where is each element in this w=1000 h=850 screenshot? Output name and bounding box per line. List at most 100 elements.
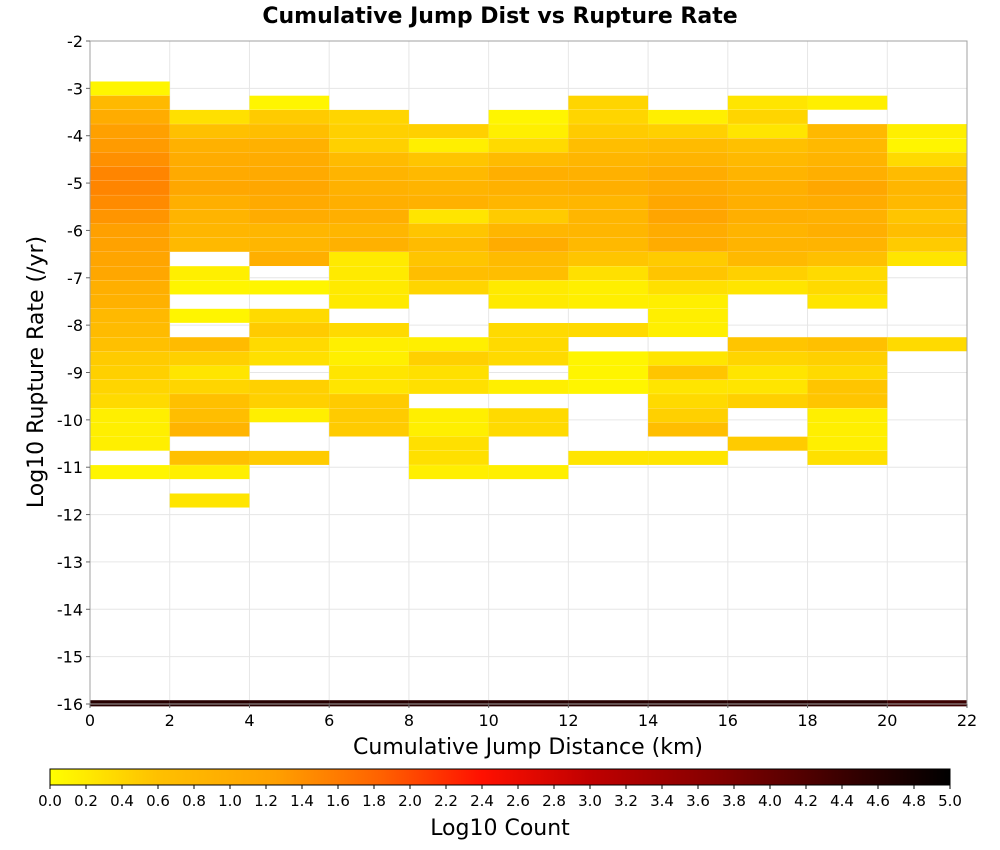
heatmap-cell — [169, 109, 250, 124]
heatmap-cell — [727, 251, 808, 267]
heatmap-cell — [169, 138, 250, 153]
y-tick-label: -10 — [57, 411, 83, 430]
heatmap-cell — [329, 195, 409, 210]
heatmap-cell — [727, 700, 808, 707]
heatmap-cell — [648, 138, 728, 153]
heatmap-cell — [249, 124, 330, 139]
heatmap-cells — [90, 81, 967, 707]
heatmap-cell — [488, 124, 569, 139]
heatmap-cell — [90, 408, 170, 423]
heatmap-cell — [329, 351, 409, 366]
heatmap-cell — [648, 351, 728, 366]
colorbar-tick-label: 1.2 — [254, 792, 278, 810]
heatmap-cell — [488, 266, 569, 281]
heatmap-cell — [329, 109, 409, 124]
heatmap-cell — [727, 152, 808, 167]
heatmap-cell — [648, 394, 728, 409]
heatmap-cell — [408, 351, 489, 366]
heatmap-cell — [249, 195, 330, 210]
heatmap-cell — [807, 394, 888, 409]
heatmap-cell — [807, 166, 888, 181]
heatmap-cell — [249, 280, 330, 295]
y-tick-label: -9 — [67, 364, 83, 383]
colorbar-tick-label: 4.4 — [830, 792, 854, 810]
heatmap-cell — [568, 223, 649, 238]
heatmap-cell — [329, 180, 409, 195]
heatmap-cell — [249, 408, 330, 423]
heatmap-cell — [329, 138, 409, 153]
heatmap-cell — [568, 450, 649, 465]
heatmap-cell — [90, 700, 170, 707]
heatmap-cell — [807, 180, 888, 195]
heatmap-cell — [488, 351, 569, 366]
x-tick-label: 4 — [244, 711, 254, 730]
heatmap-cell — [169, 351, 250, 366]
heatmap-cell — [169, 365, 250, 380]
heatmap-cell — [568, 365, 649, 380]
heatmap-cell — [329, 280, 409, 295]
heatmap-cell — [568, 251, 649, 267]
colorbar-tick-label: 1.4 — [290, 792, 314, 810]
heatmap-cell — [648, 450, 728, 465]
heatmap-cell — [408, 280, 489, 295]
heatmap-cell — [169, 195, 250, 210]
heatmap-cell — [727, 351, 808, 366]
heatmap-cell — [807, 237, 888, 252]
heatmap-cell — [727, 223, 808, 238]
heatmap-cell — [90, 81, 170, 96]
heatmap-cell — [249, 209, 330, 224]
heatmap-cell — [727, 195, 808, 210]
heatmap-cell — [568, 700, 649, 707]
heatmap-cell — [568, 379, 649, 394]
heatmap-cell — [727, 394, 808, 409]
colorbar-tick-label: 1.8 — [362, 792, 386, 810]
heatmap-cell — [408, 166, 489, 181]
heatmap-cell — [90, 394, 170, 409]
heatmap-cell — [169, 209, 250, 224]
heatmap-cell — [408, 138, 489, 153]
heatmap-cell — [90, 465, 170, 480]
heatmap-cell — [568, 266, 649, 281]
heatmap-cell — [488, 294, 569, 309]
x-tick-label: 12 — [558, 711, 578, 730]
heatmap-cell — [648, 280, 728, 295]
heatmap-cell — [887, 700, 967, 707]
heatmap-cell — [90, 308, 170, 323]
heatmap-cell — [408, 436, 489, 451]
heatmap-cell — [329, 124, 409, 139]
heatmap-cell — [568, 152, 649, 167]
heatmap-cell — [249, 379, 330, 394]
heatmap-cell — [488, 152, 569, 167]
heatmap-cell — [90, 422, 170, 437]
heatmap-cell — [887, 237, 967, 252]
heatmap-cell — [568, 195, 649, 210]
heatmap-cell — [807, 266, 888, 281]
heatmap-cell — [329, 237, 409, 252]
heatmap-cell — [807, 365, 888, 380]
heatmap-cell — [249, 450, 330, 465]
colorbar-tick-label: 2.2 — [434, 792, 458, 810]
heatmap-cell — [807, 700, 888, 707]
heatmap-cell — [329, 323, 409, 338]
colorbar-tick-label: 0.4 — [110, 792, 134, 810]
heatmap-cell — [169, 180, 250, 195]
heatmap-cell — [329, 337, 409, 352]
y-tick-label: -5 — [67, 174, 83, 193]
heatmap-cell — [807, 95, 888, 110]
heatmap-cell — [727, 280, 808, 295]
heatmap-cell — [169, 223, 250, 238]
heatmap-cell — [727, 379, 808, 394]
heatmap-cell — [648, 152, 728, 167]
heatmap-cell — [887, 152, 967, 167]
heatmap-cell — [887, 251, 967, 267]
heatmap-cell — [488, 209, 569, 224]
heatmap-cell — [249, 95, 330, 110]
heatmap-cell — [807, 152, 888, 167]
x-tick-label: 10 — [478, 711, 498, 730]
heatmap-cell — [90, 209, 170, 224]
heatmap-cell — [887, 166, 967, 181]
heatmap-cell — [568, 209, 649, 224]
colorbar-tick-label: 3.2 — [614, 792, 638, 810]
y-tick-label: -14 — [57, 600, 83, 619]
y-axis-label: Log10 Rupture Rate (/yr) — [24, 236, 49, 508]
